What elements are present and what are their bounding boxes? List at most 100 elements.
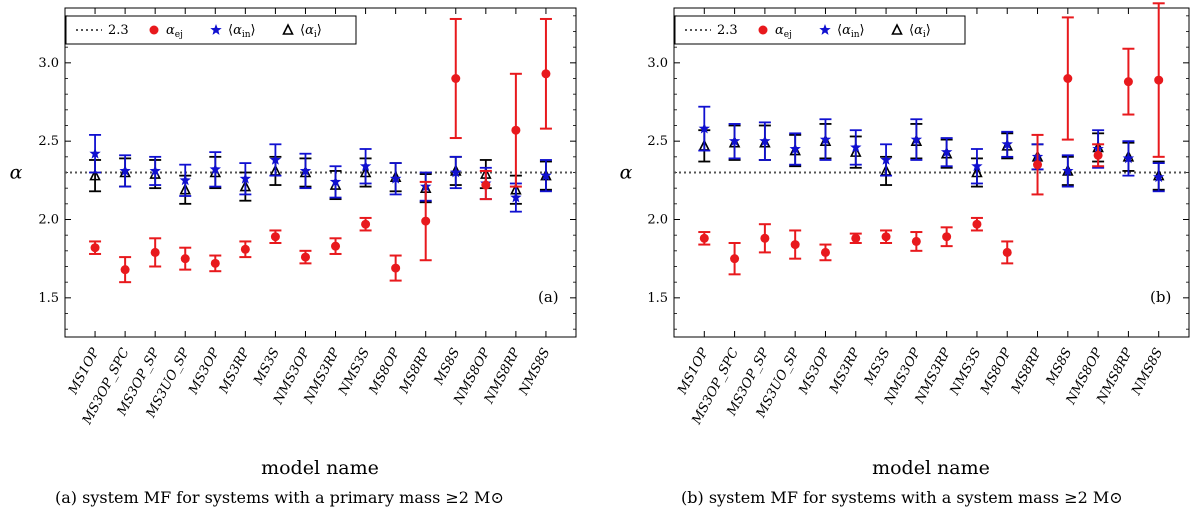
- data-point-alpha-ej: [760, 233, 770, 243]
- y-tick-label: 3.0: [38, 56, 59, 71]
- data-point-alpha-ej: [699, 233, 709, 243]
- data-point-alpha-in: [789, 143, 801, 154]
- data-point-alpha-in: [359, 160, 372, 172]
- data-point-alpha-in: [759, 135, 771, 146]
- caption-b: (b) system MF for systems with a system …: [681, 488, 1123, 507]
- data-point-alpha-in: [850, 141, 862, 153]
- legend-alpha-ej-label: αej: [166, 23, 183, 40]
- legend: 2.3 αej ⟨αin⟩ ⟨αi⟩: [674, 15, 966, 45]
- panel-label: (b): [1150, 288, 1171, 306]
- data-point-alpha-ej: [90, 243, 100, 253]
- data-point-alpha-ej: [300, 252, 310, 262]
- legend: 2.3 αej ⟨αin⟩ ⟨αi⟩: [65, 15, 357, 45]
- data-point-alpha-ej: [942, 232, 952, 242]
- data-point-alpha-in: [450, 166, 462, 178]
- data-point-alpha-ej: [1033, 160, 1043, 170]
- data-point-alpha-in: [119, 164, 131, 176]
- panel-label: (a): [538, 288, 559, 306]
- data-point-alpha-ej: [881, 232, 891, 242]
- data-point-alpha-ej: [730, 254, 740, 264]
- data-point-alpha-in: [1122, 152, 1135, 164]
- y-tick-label: 2.0: [38, 213, 59, 228]
- legend-alpha-i-marker: [891, 23, 903, 35]
- legend-alpha-ej-marker: [149, 25, 159, 35]
- x-tick-label: MS3S: [251, 346, 283, 389]
- data-point-alpha-in: [239, 172, 252, 184]
- data-point-alpha-ej: [120, 265, 130, 275]
- data-point-alpha-ej: [972, 219, 982, 229]
- y-tick-label: 1.5: [38, 291, 59, 306]
- data-point-alpha-in: [1062, 164, 1074, 176]
- data-point-alpha-in: [179, 174, 191, 186]
- data-point-alpha-in: [819, 133, 832, 145]
- data-point-alpha-ej: [1002, 247, 1012, 257]
- data-point-alpha-i: [89, 168, 101, 181]
- x-tick-label: MS8S: [1043, 346, 1075, 389]
- x-axis-label: model name: [261, 457, 379, 479]
- data-point-alpha-in: [1153, 171, 1165, 183]
- data-point-alpha-ej: [150, 247, 160, 257]
- data-point-alpha-in: [971, 160, 983, 172]
- data-point-alpha-ej: [270, 232, 280, 242]
- x-tick-label: MS3S: [861, 346, 893, 389]
- y-tick-label: 2.5: [647, 134, 668, 149]
- data-point-alpha-ej: [820, 247, 830, 257]
- data-point-alpha-ej: [851, 233, 861, 243]
- caption-a: (a) system MF for systems with a primary…: [55, 488, 504, 507]
- data-point-alpha-ej: [180, 254, 190, 264]
- plot-frame: [673, 7, 1190, 338]
- chart-panel-b: 1.52.02.53.0MS1OPMS3OP_SPCMS3OP_SPMS3UO_…: [620, 2, 1190, 479]
- y-tick-label: 2.5: [38, 134, 59, 149]
- data-point-alpha-ej: [1093, 150, 1103, 160]
- legend-ref-label: 2.3: [717, 23, 738, 38]
- data-point-alpha-ej: [331, 241, 341, 251]
- legend-ref-label: 2.3: [108, 23, 129, 38]
- data-point-alpha-ej: [790, 240, 800, 250]
- data-point-alpha-ej: [240, 244, 250, 254]
- chart-panel-a: 1.52.02.53.0MS1OPMS3OP_SPCMS3OP_SPMS3UO_…: [10, 7, 577, 479]
- legend-box: [674, 15, 966, 45]
- data-point-alpha-ej: [451, 74, 461, 83]
- legend-alpha-i-label: ⟨αi⟩: [300, 23, 322, 40]
- legend-alpha-i-label: ⟨αi⟩: [909, 23, 931, 40]
- y-tick-label: 1.5: [647, 291, 668, 306]
- x-tick-label: MS8S: [431, 346, 463, 389]
- legend-alpha-in-marker: [210, 24, 222, 35]
- y-axis-label: α: [10, 162, 23, 184]
- data-point-alpha-ej: [421, 216, 431, 226]
- legend-alpha-in-label: ⟨αin⟩: [837, 23, 865, 40]
- data-point-alpha-ej: [511, 125, 521, 135]
- data-point-alpha-ej: [911, 236, 921, 246]
- data-point-alpha-ej: [481, 180, 491, 190]
- data-point-alpha-ej: [1123, 77, 1133, 87]
- data-point-alpha-in: [910, 133, 923, 145]
- data-point-alpha-in: [149, 164, 161, 176]
- data-point-alpha-in: [940, 146, 953, 157]
- data-point-alpha-ej: [1154, 75, 1164, 85]
- data-point-alpha-ej: [1063, 74, 1073, 83]
- data-point-alpha-in: [329, 175, 342, 187]
- data-point-alpha-in: [540, 169, 552, 181]
- data-point-alpha-in: [698, 122, 710, 134]
- data-point-alpha-in: [510, 191, 522, 203]
- legend-box: [65, 15, 357, 45]
- data-point-alpha-in: [389, 172, 402, 184]
- legend-alpha-ej-marker: [758, 25, 768, 35]
- data-point-alpha-ej: [210, 258, 220, 268]
- y-tick-label: 3.0: [647, 56, 668, 71]
- data-point-alpha-in: [299, 164, 312, 176]
- legend-alpha-ej-label: αej: [775, 23, 792, 40]
- data-point-alpha-in: [209, 163, 221, 175]
- data-point-alpha-in: [880, 154, 892, 165]
- data-point-alpha-in: [1001, 138, 1013, 150]
- data-point-alpha-in: [269, 154, 282, 165]
- legend-alpha-in-label: ⟨αin⟩: [228, 23, 256, 40]
- legend-alpha-i-marker: [282, 23, 294, 35]
- data-point-alpha-ej: [361, 219, 371, 229]
- x-axis-label: model name: [872, 457, 990, 479]
- y-axis-label: α: [620, 162, 633, 184]
- data-point-alpha-in: [89, 147, 101, 159]
- y-tick-label: 2.0: [647, 213, 668, 228]
- data-point-alpha-ej: [541, 69, 551, 79]
